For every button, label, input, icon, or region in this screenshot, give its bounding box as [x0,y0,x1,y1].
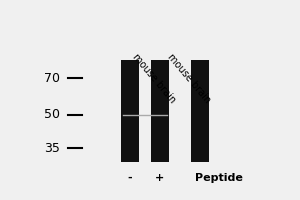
Text: mouse brain: mouse brain [130,52,177,105]
Bar [191,60,209,162]
Bar [151,60,169,162]
Text: Peptide: Peptide [195,173,243,183]
Text: -: - [128,173,132,183]
Bar [121,60,139,162]
Text: 35: 35 [44,142,60,154]
Text: 70: 70 [44,72,60,84]
Text: +: + [155,173,165,183]
Text: 50: 50 [44,108,60,121]
Text: mouse brain: mouse brain [165,52,212,105]
